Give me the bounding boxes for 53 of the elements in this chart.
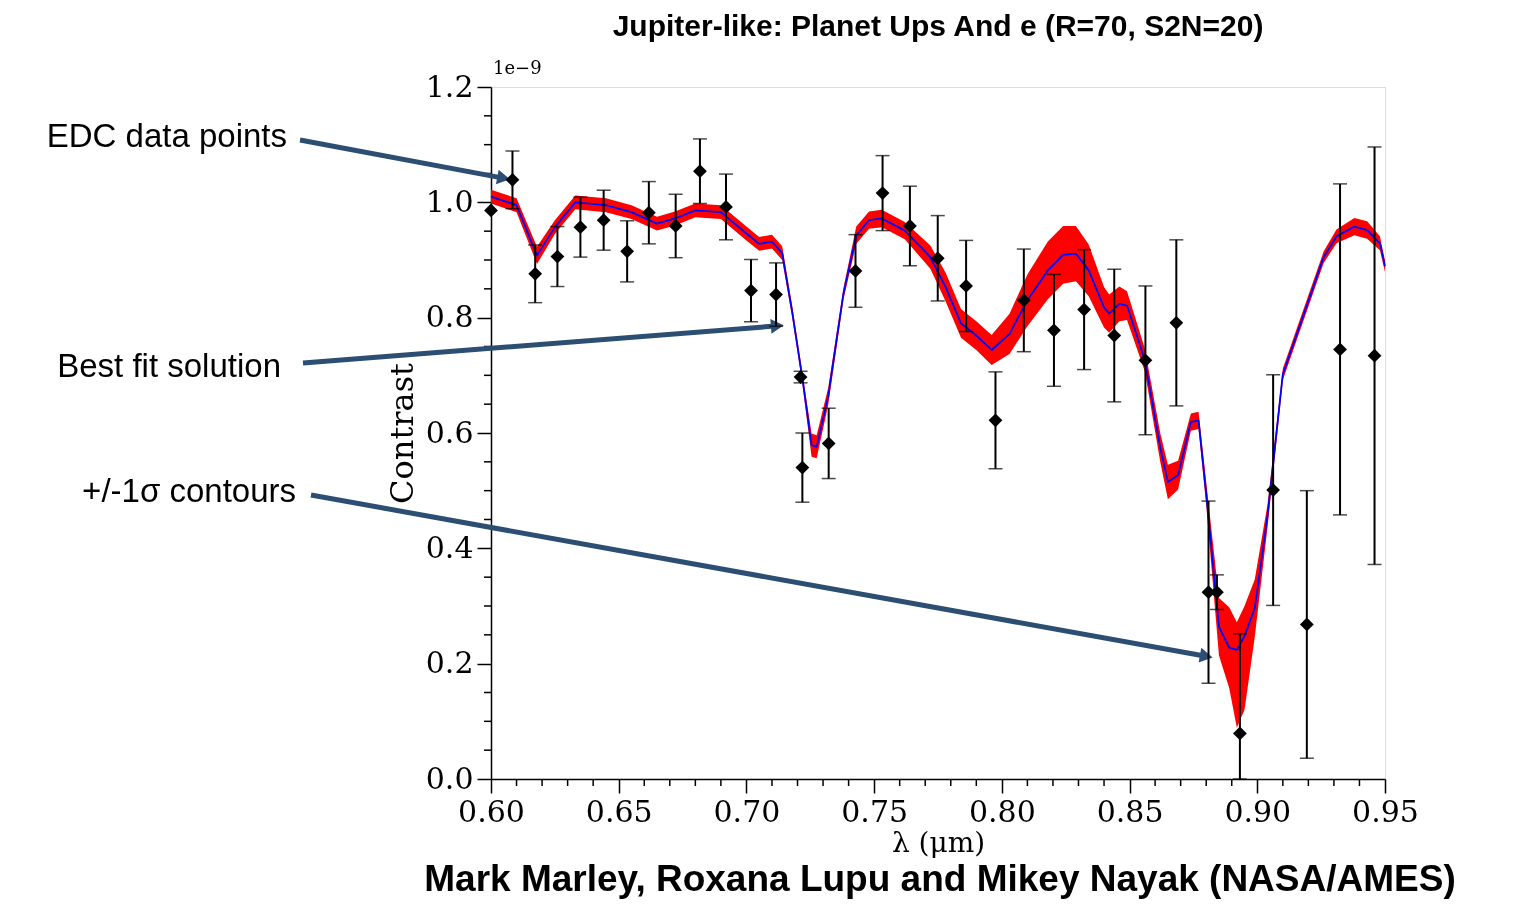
y-tick-label: 0.0 (425, 760, 474, 796)
point (875, 186, 890, 200)
point (959, 279, 973, 293)
point (1107, 328, 1122, 343)
point (1047, 323, 1061, 338)
point (641, 205, 656, 220)
point (848, 264, 863, 278)
point (668, 219, 683, 233)
point (988, 413, 1003, 428)
annotation: EDC data points (46, 117, 287, 154)
x-tick-label: 0.60 (458, 793, 525, 829)
point (693, 164, 707, 179)
point (1333, 342, 1347, 357)
point (1138, 353, 1153, 368)
point (596, 213, 611, 228)
x-tick-label: 0.85 (1096, 793, 1164, 829)
point (620, 244, 635, 259)
point (1210, 585, 1224, 600)
point (528, 266, 543, 281)
annotation: +/-1σ contours (82, 472, 296, 509)
y-tick-label: 1.0 (425, 183, 474, 219)
point (769, 287, 783, 302)
point (1077, 302, 1091, 317)
point (1233, 726, 1247, 741)
text: Mark Marley, Roxana Lupu and Mikey Nayak (NASA/AMES) (424, 858, 1456, 899)
x-tick-label: 0.65 (585, 793, 653, 829)
point (550, 249, 565, 264)
line-series (490, 195, 1386, 651)
y-axis-title: Contrast (382, 362, 421, 504)
y-tick-label: 1.2 (425, 68, 474, 104)
point (744, 283, 758, 298)
point (505, 172, 520, 187)
y-tick-label: 0.8 (425, 299, 474, 335)
y-tick-label: 0.2 (425, 645, 474, 681)
y-tick-label: 0.6 (425, 414, 474, 450)
point (1169, 315, 1184, 330)
point (1367, 348, 1382, 363)
text: 1e−9 (493, 57, 542, 78)
x-tick-label: 0.70 (713, 793, 781, 829)
point (1266, 483, 1281, 497)
point (573, 220, 588, 235)
annotation: Best fit solution (57, 347, 281, 384)
point (484, 203, 498, 218)
point (1299, 617, 1314, 632)
point (930, 251, 945, 266)
point (903, 219, 917, 233)
chart-title: Jupiter-like: Planet Ups And e (R=70, S2N=20) (612, 9, 1264, 42)
point (795, 460, 810, 475)
x-tick-label: 0.90 (1224, 793, 1292, 829)
point (1016, 293, 1031, 308)
x-tick-label: 0.95 (1352, 793, 1419, 829)
y-tick-label: 0.4 (425, 529, 474, 565)
point (821, 436, 836, 451)
